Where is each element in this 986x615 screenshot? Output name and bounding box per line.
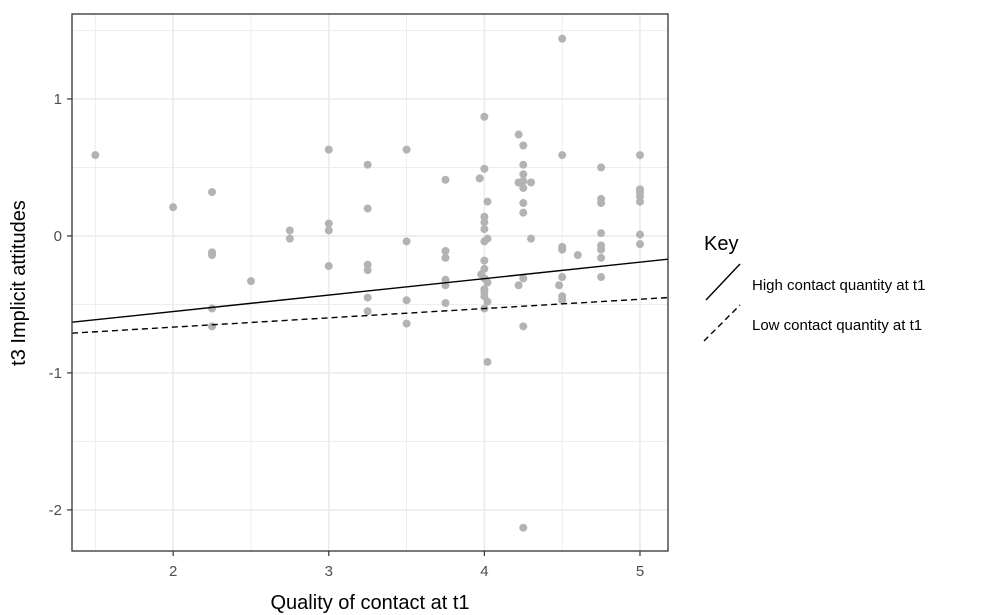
- grid-lines: [72, 14, 668, 551]
- data-point: [480, 264, 489, 273]
- data-point: [91, 151, 100, 160]
- data-point: [597, 199, 606, 208]
- data-point: [363, 266, 372, 275]
- data-point: [480, 218, 489, 227]
- data-point: [519, 523, 528, 532]
- x-tick-label: 5: [636, 563, 644, 580]
- data-point: [441, 175, 450, 184]
- data-point: [597, 245, 606, 254]
- data-point: [441, 275, 450, 284]
- data-point: [483, 297, 492, 306]
- data-point: [246, 277, 255, 286]
- x-axis-title: Quality of contact at t1: [271, 592, 470, 614]
- data-point: [402, 296, 411, 305]
- legend-title: Key: [704, 233, 738, 255]
- data-point: [169, 203, 178, 212]
- y-axis-title: t3 Implicit attitudes: [8, 200, 30, 366]
- data-point: [558, 296, 567, 305]
- data-point: [519, 208, 528, 217]
- legend: Key High contact quantity at t1 Low cont…: [703, 233, 925, 342]
- data-point: [597, 163, 606, 172]
- data-point: [483, 234, 492, 243]
- data-point: [208, 304, 217, 313]
- data-point: [480, 164, 489, 173]
- data-point: [324, 226, 333, 235]
- axis-ticks: 2 3 4 5 -2 -1 0 1: [49, 91, 645, 580]
- data-point: [483, 278, 492, 287]
- data-point: [324, 262, 333, 271]
- data-point: [363, 160, 372, 169]
- plot-border: [71, 13, 669, 552]
- data-point: [514, 130, 523, 139]
- data-point: [363, 204, 372, 213]
- data-point: [208, 251, 217, 260]
- data-point: [402, 319, 411, 328]
- data-point: [555, 281, 564, 290]
- data-point: [324, 145, 333, 154]
- data-point: [441, 253, 450, 262]
- x-tick-label: 2: [169, 563, 177, 580]
- data-point: [635, 151, 644, 160]
- data-point: [597, 229, 606, 238]
- data-point: [441, 299, 450, 308]
- data-point: [519, 170, 528, 179]
- y-tick-label: 0: [54, 228, 62, 245]
- data-point: [402, 145, 411, 154]
- x-tick-label: 4: [480, 563, 488, 580]
- legend-label-low: Low contact quantity at t1: [752, 317, 922, 334]
- data-point: [363, 293, 372, 302]
- data-point: [480, 212, 489, 221]
- high-contact-trend-line: [71, 258, 669, 323]
- data-point: [558, 34, 567, 43]
- legend-key-dashed: [703, 304, 741, 342]
- data-point: [480, 256, 489, 265]
- data-point: [635, 192, 644, 201]
- data-point: [527, 178, 536, 187]
- y-tick-label: -2: [49, 502, 62, 519]
- data-point: [402, 237, 411, 246]
- data-point: [519, 141, 528, 150]
- data-point: [483, 357, 492, 366]
- data-point: [285, 226, 294, 235]
- data-point: [514, 281, 523, 290]
- data-point: [475, 174, 484, 183]
- data-point: [483, 197, 492, 206]
- data-point: [480, 225, 489, 234]
- data-point: [208, 188, 217, 197]
- legend-key-solid: [705, 263, 741, 301]
- data-point: [519, 322, 528, 331]
- data-point: [527, 234, 536, 243]
- data-point: [573, 251, 582, 260]
- data-point: [597, 253, 606, 262]
- data-point: [635, 197, 644, 206]
- y-tick-label: -1: [49, 365, 62, 382]
- plot-panel: [72, 14, 668, 551]
- data-point: [558, 273, 567, 282]
- x-tick-label: 3: [325, 563, 333, 580]
- data-point: [441, 246, 450, 255]
- data-point: [635, 230, 644, 239]
- data-point: [558, 151, 567, 160]
- data-point: [480, 112, 489, 121]
- data-point: [363, 307, 372, 316]
- data-point: [208, 322, 217, 331]
- data-point: [519, 177, 528, 186]
- data-point: [558, 245, 567, 254]
- data-point: [285, 234, 294, 243]
- y-tick-label: 1: [54, 91, 62, 108]
- data-point: [519, 199, 528, 208]
- legend-label-high: High contact quantity at t1: [752, 277, 925, 294]
- trend-lines: [71, 258, 669, 334]
- data-point: [519, 183, 528, 192]
- data-point: [324, 219, 333, 228]
- data-point: [635, 240, 644, 249]
- data-point: [363, 260, 372, 269]
- data-point: [519, 160, 528, 169]
- data-point: [597, 273, 606, 282]
- data-point: [519, 274, 528, 283]
- data-points: [91, 34, 644, 532]
